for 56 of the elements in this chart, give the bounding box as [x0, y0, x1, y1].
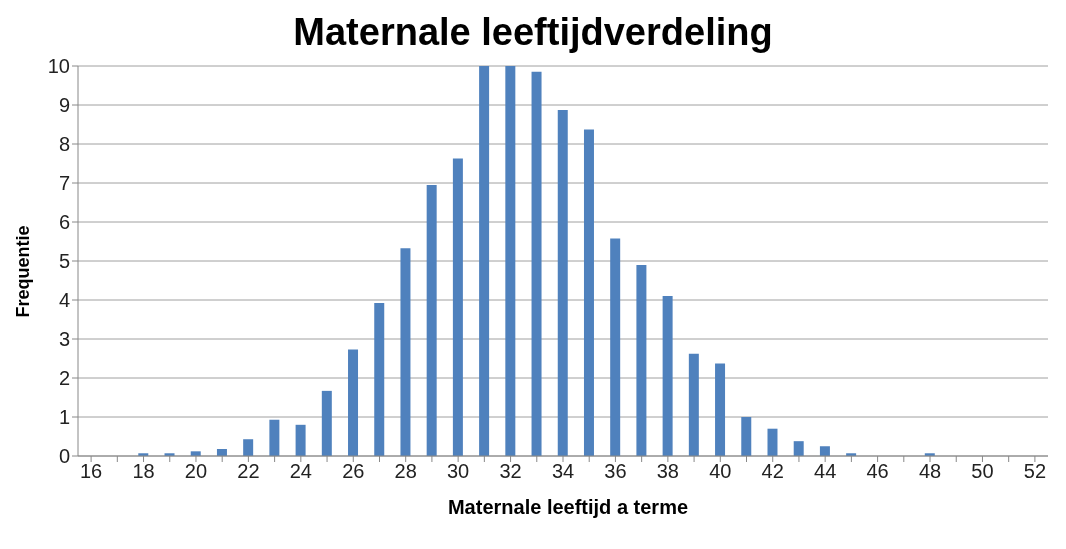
y-axis-title: Frequentie	[12, 224, 34, 318]
bar	[479, 66, 490, 456]
y-tick-label: 1	[58, 406, 70, 429]
x-tick-label: 30	[447, 460, 470, 483]
bar	[583, 129, 594, 456]
y-tick-label: 0	[58, 445, 70, 468]
bar	[819, 446, 830, 456]
x-tick-label: 22	[237, 460, 260, 483]
bar	[531, 71, 542, 456]
x-tick-label: 24	[289, 460, 312, 483]
x-tick-label: 42	[761, 460, 784, 483]
bar	[269, 419, 280, 456]
y-tick-label: 5	[58, 250, 70, 273]
chart-title: Maternale leeftijdverdeling	[292, 10, 774, 55]
bar	[793, 441, 804, 456]
y-tick-label: 9	[58, 94, 70, 117]
bar	[610, 238, 621, 456]
bar	[374, 303, 385, 456]
y-tick-label: 4	[58, 289, 70, 312]
bar	[557, 110, 568, 456]
x-tick-label: 36	[604, 460, 627, 483]
bar	[452, 158, 463, 456]
bar	[243, 439, 254, 456]
x-tick-label: 50	[971, 460, 994, 483]
x-tick-label: 38	[656, 460, 679, 483]
y-tick-label: 10	[47, 55, 70, 78]
bar	[662, 296, 673, 456]
y-tick-label: 2	[58, 367, 70, 390]
x-tick-label: 20	[184, 460, 208, 483]
bar	[505, 66, 516, 456]
bar	[400, 248, 411, 456]
bar	[321, 390, 332, 456]
bar	[741, 417, 752, 456]
y-tick-label: 7	[58, 172, 70, 195]
x-tick-label: 18	[132, 460, 155, 483]
bar	[767, 428, 778, 456]
x-tick-label: 46	[866, 460, 889, 483]
bar	[348, 349, 359, 456]
x-tick-label: 52	[1023, 460, 1047, 483]
x-tick-label: 16	[79, 460, 103, 483]
bar	[295, 424, 306, 456]
y-tick-label: 6	[58, 211, 70, 234]
x-tick-label: 40	[709, 460, 732, 483]
bar	[715, 363, 726, 456]
bar	[688, 353, 699, 456]
x-tick-label: 32	[499, 460, 522, 483]
y-tick-label: 3	[58, 328, 70, 351]
x-tick-label: 26	[342, 460, 365, 483]
x-tick-label: 48	[918, 460, 942, 483]
x-tick-label: 28	[394, 460, 417, 483]
x-axis-title: Maternale leeftijd a terme	[446, 496, 690, 519]
bar	[636, 264, 647, 456]
x-tick-label: 34	[551, 460, 575, 483]
bar	[426, 184, 437, 456]
x-tick-label: 44	[814, 460, 837, 483]
y-tick-label: 8	[58, 133, 70, 156]
